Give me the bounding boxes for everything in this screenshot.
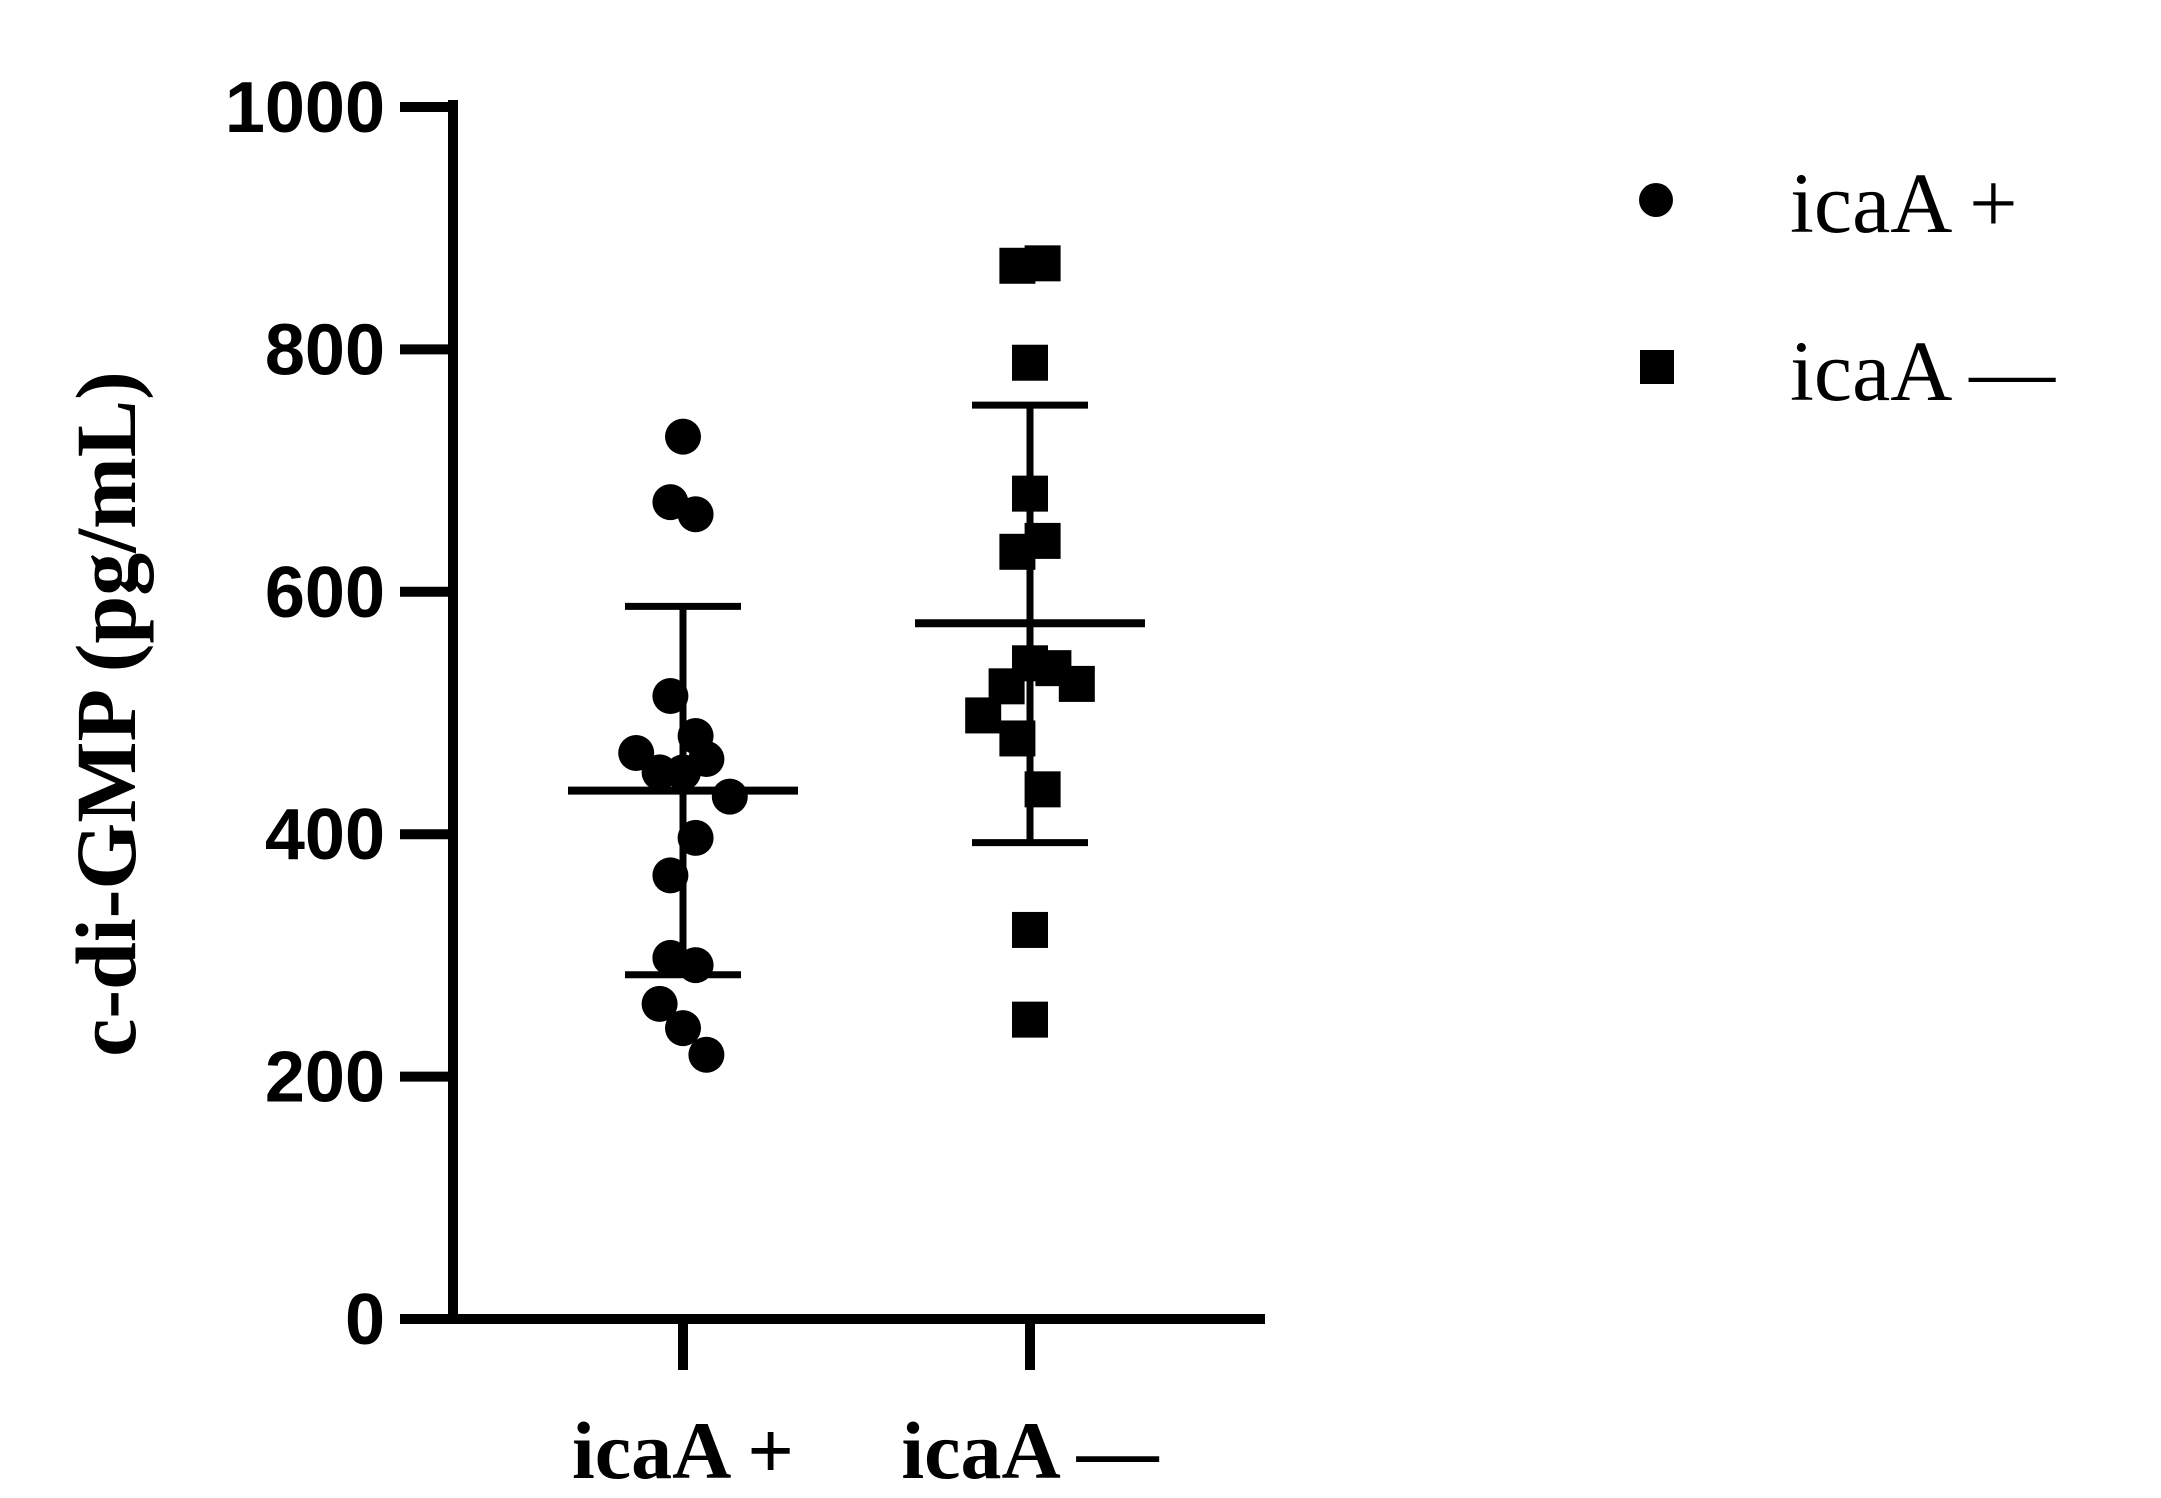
- x-tick-label: icaA —: [901, 1405, 1159, 1496]
- data-point-circle: [652, 678, 689, 715]
- y-ticks: 0 200 400 600 800 1000: [225, 68, 453, 1360]
- data-point-square: [1012, 911, 1048, 948]
- data-point-square: [1012, 344, 1048, 381]
- data-point-circle: [652, 857, 689, 894]
- data-point-circle: [677, 947, 714, 984]
- data-point-square: [1058, 665, 1095, 702]
- y-tick-label: 400: [265, 795, 385, 875]
- legend-marker-circle: [1639, 183, 1673, 217]
- y-tick-label: 1000: [225, 68, 385, 148]
- legend-label-series-2: icaA —: [1790, 323, 2056, 419]
- y-tick-label: 800: [265, 310, 385, 390]
- y-axis-title: c-di-GMP (pg/mL): [58, 371, 154, 1057]
- data-point-circle: [688, 1036, 725, 1073]
- data-point-square: [965, 697, 1002, 734]
- x-ticks: icaA + icaA —: [572, 1319, 1160, 1496]
- data-point-circle: [665, 418, 701, 455]
- y-tick-label: 200: [265, 1038, 385, 1118]
- data-point-square: [1012, 1001, 1048, 1038]
- x-tick-label: icaA +: [572, 1405, 794, 1496]
- data-point-circle: [677, 819, 714, 856]
- data-point-square: [1024, 771, 1061, 808]
- data-point-square: [999, 533, 1036, 570]
- data-points: [618, 245, 1095, 1073]
- data-point-circle: [665, 1010, 701, 1047]
- data-point-circle: [641, 985, 678, 1022]
- legend-label-series-1: icaA +: [1790, 155, 2018, 251]
- data-point-square: [999, 720, 1036, 757]
- data-point-circle: [677, 496, 714, 533]
- legend-marker-square: [1640, 350, 1674, 384]
- y-tick-label: 600: [265, 553, 385, 633]
- data-point-circle: [665, 754, 701, 791]
- legend: icaA + icaA —: [1639, 155, 2056, 419]
- data-point-square: [1012, 475, 1048, 512]
- data-point-circle: [711, 778, 748, 815]
- data-point-square: [1024, 245, 1061, 282]
- y-tick-label: 0: [345, 1280, 385, 1360]
